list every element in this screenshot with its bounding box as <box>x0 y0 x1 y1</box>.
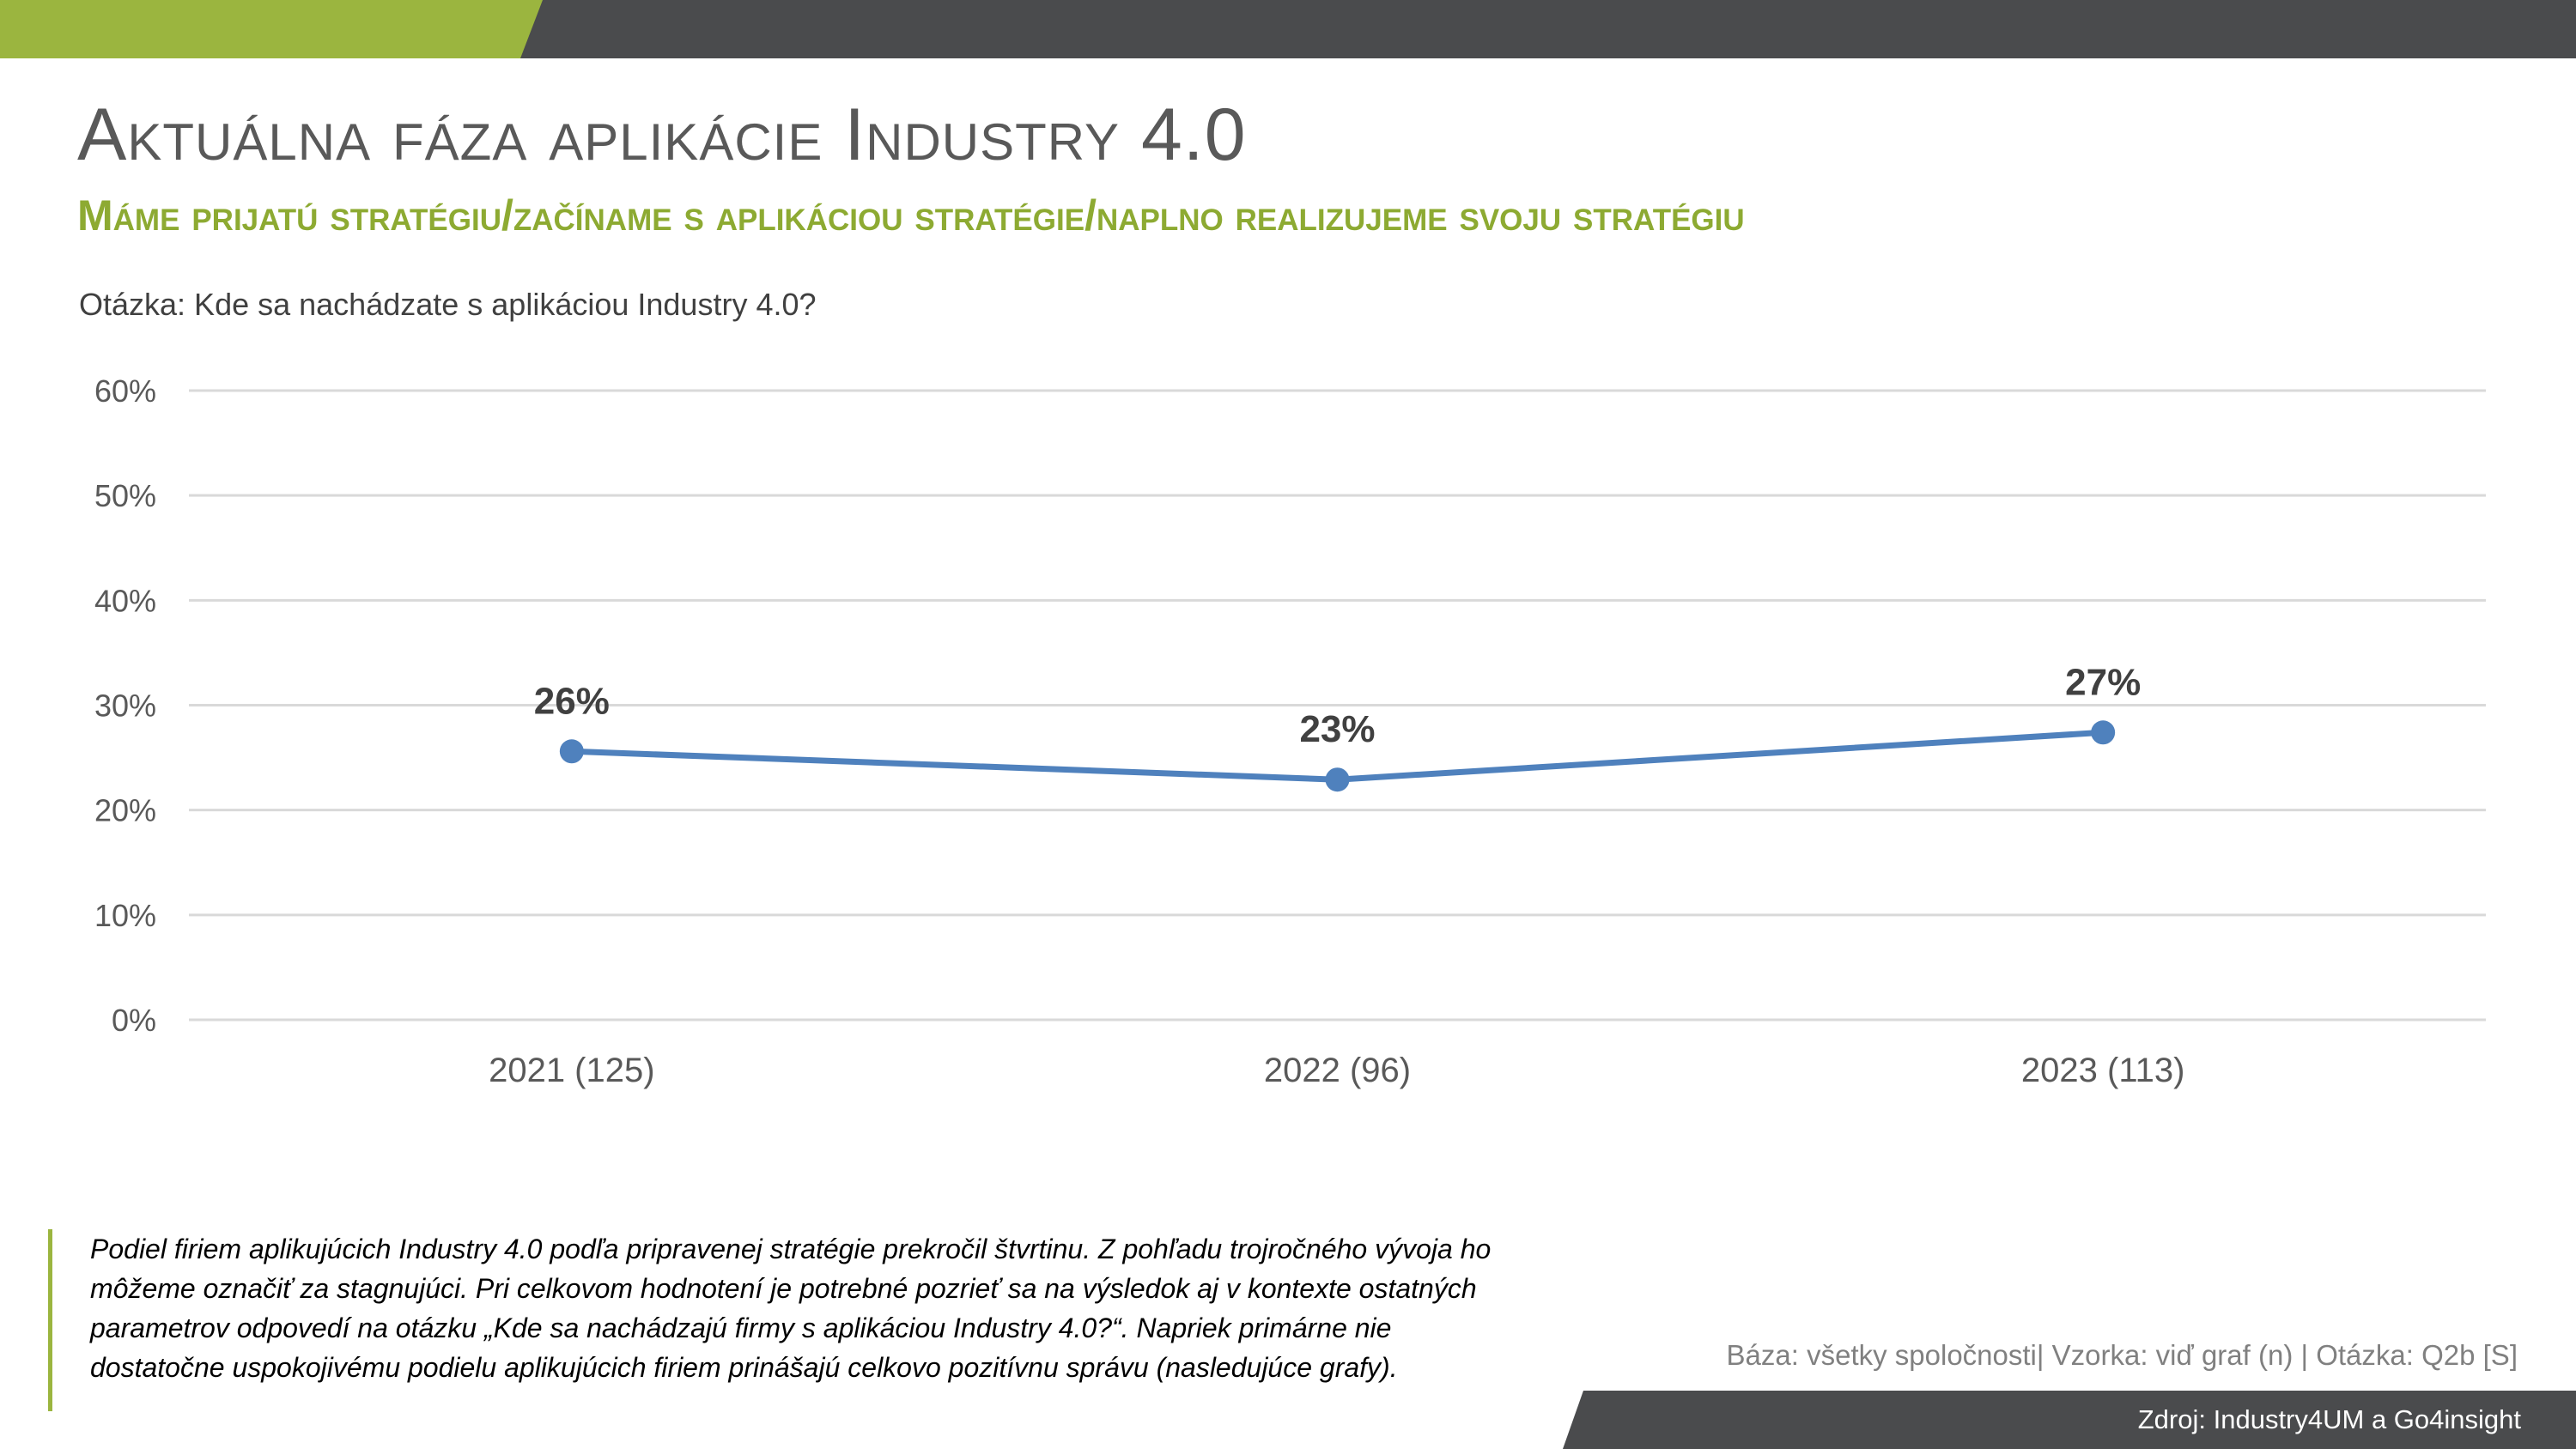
y-tick-label: 30% <box>94 688 156 724</box>
bottom-bar-dark-segment <box>1563 1391 2576 1449</box>
y-tick-label: 40% <box>94 583 156 618</box>
chart-series <box>559 720 2116 792</box>
y-tick-label: 60% <box>94 373 156 409</box>
y-tick-label: 0% <box>112 1003 156 1038</box>
source-text: Zdroj: Industry4UM a Go4insight <box>2137 1404 2521 1434</box>
data-point <box>559 739 584 764</box>
chart-question: Otázka: Kde sa nachádzate s aplikáciou I… <box>79 287 817 322</box>
top-header-bar <box>0 0 2576 58</box>
page-title: Aktuálna fáza aplikácie Industry 4.0 <box>77 94 1247 176</box>
top-bar-green-segment <box>0 0 543 58</box>
base-info: Báza: všetky spoločnosti| Vzorka: viď gr… <box>1726 1339 2518 1371</box>
commentary-note: Podiel firiem aplikujúcich Industry 4.0 … <box>48 1229 1525 1411</box>
y-tick-label: 50% <box>94 478 156 513</box>
data-label: 23% <box>1299 708 1375 750</box>
data-label: 27% <box>2065 661 2141 703</box>
x-tick-label: 2023 (113) <box>2021 1052 2185 1089</box>
page-subtitle: Máme prijatú stratégiu/začíname s apliká… <box>77 191 1745 239</box>
line-chart: 0% 10% 20% 30% 40% 50% 60% 2021 (125) 2022 (96)… <box>94 373 2486 1089</box>
chart-gridlines <box>189 389 2486 1022</box>
y-tick-label: 10% <box>94 898 156 933</box>
data-label: 26% <box>534 680 610 722</box>
x-tick-label: 2021 (125) <box>489 1052 654 1089</box>
bottom-source-bar <box>1563 1391 2576 1449</box>
x-axis-labels: 2021 (125) 2022 (96) 2023 (113) <box>489 1052 2184 1089</box>
x-tick-label: 2022 (96) <box>1264 1052 1411 1089</box>
data-labels: 26% 23% 27% <box>534 661 2141 750</box>
y-axis-labels: 0% 10% 20% 30% 40% 50% 60% <box>94 373 156 1038</box>
data-point <box>2091 720 2116 745</box>
data-point <box>1325 767 1350 792</box>
y-tick-label: 20% <box>94 793 156 828</box>
